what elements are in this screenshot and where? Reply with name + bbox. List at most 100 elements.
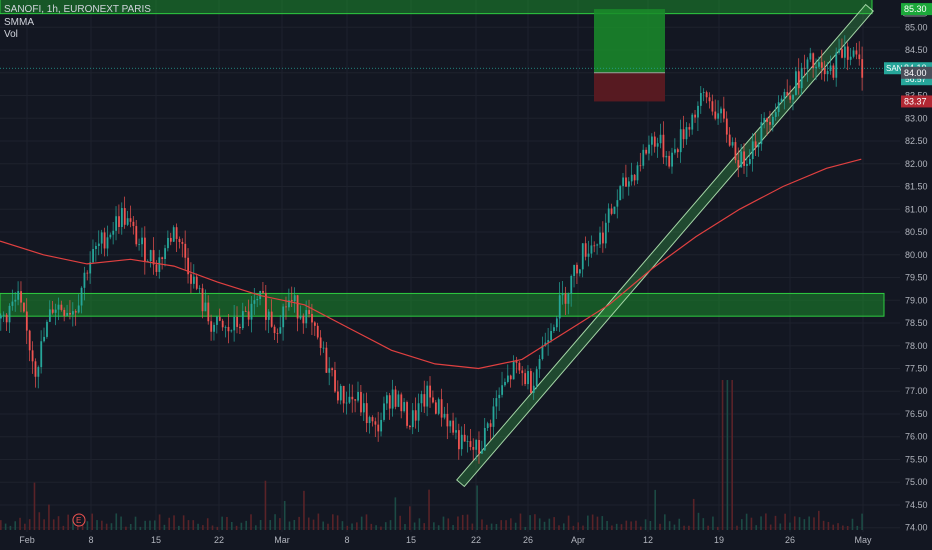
- volume-bar: [534, 514, 536, 530]
- stop-price-label-bg: [901, 95, 932, 108]
- candle-body: [679, 129, 682, 153]
- candle-body: [555, 318, 558, 328]
- candle-body: [250, 303, 253, 320]
- candle-body: [403, 402, 406, 412]
- symbol-title[interactable]: SANOFI, 1h, EURONEXT PARIS: [4, 4, 151, 15]
- volume-bar: [813, 517, 815, 530]
- indicator-volume[interactable]: Vol: [4, 29, 18, 40]
- volume-bar: [33, 482, 36, 530]
- y-tick-label: 78.00: [905, 341, 928, 351]
- candle-body: [420, 394, 423, 404]
- candle-body: [282, 306, 285, 328]
- target-price-label-bg: [901, 3, 932, 16]
- candle-body: [106, 237, 109, 249]
- candle-body: [472, 447, 475, 450]
- candle-body: [221, 320, 224, 328]
- candle-body: [449, 420, 452, 427]
- candle-body: [227, 326, 230, 332]
- candle-body: [357, 391, 359, 401]
- candle-body: [95, 245, 97, 250]
- candle-body: [247, 311, 250, 320]
- candle-body: [394, 389, 397, 407]
- candle-body: [409, 425, 411, 428]
- smma-line: [0, 158, 862, 370]
- candle-body: [351, 396, 354, 400]
- target-zone: [594, 9, 665, 73]
- candle-body: [241, 311, 244, 329]
- volume-bar: [793, 516, 796, 530]
- volume-bar: [312, 519, 315, 530]
- candle-body: [541, 345, 544, 359]
- y-tick-label: 80.00: [905, 250, 928, 260]
- volume-bar: [125, 526, 127, 530]
- volume-bar: [307, 517, 310, 530]
- volume-bar: [673, 524, 676, 530]
- time-axis[interactable]: Feb 8 15 22 Mar 8 15 22 26 Apr 12 19 26 May: [19, 535, 872, 545]
- candle-body: [720, 108, 722, 114]
- volume-bar: [702, 518, 705, 530]
- candle-body: [354, 399, 357, 401]
- candle-body: [426, 385, 429, 407]
- candle-body: [538, 358, 541, 370]
- candle-body: [184, 243, 187, 258]
- volume-bar: [48, 504, 50, 530]
- volume-bar: [322, 521, 324, 530]
- candle-body: [417, 403, 420, 421]
- candle-body: [253, 300, 256, 304]
- candle-body: [780, 98, 783, 103]
- candle-body: [627, 181, 630, 187]
- candle-body: [481, 450, 483, 454]
- volume-bar: [341, 521, 344, 530]
- candle-body: [725, 118, 728, 135]
- candle-body: [841, 49, 843, 58]
- volume-bar: [404, 524, 406, 530]
- candle-body: [109, 234, 112, 238]
- candle-body: [118, 216, 120, 227]
- volume-bar: [182, 515, 185, 530]
- volume-bar: [332, 514, 334, 530]
- volume-bar: [808, 516, 810, 530]
- candle-body: [524, 373, 527, 385]
- volume-bar: [279, 518, 281, 530]
- volume-bar: [620, 524, 623, 530]
- volume-bar: [519, 513, 522, 530]
- candle-body: [213, 324, 215, 332]
- price-axis[interactable]: 74.00 74.50 75.00 75.50 76.00 76.50 77.00 77.50…: [900, 0, 932, 550]
- entry-price-label-text: 84.00: [904, 68, 927, 78]
- volume-bar: [24, 523, 26, 530]
- candle-body: [210, 321, 213, 332]
- candle-body: [432, 397, 434, 403]
- candle-body: [619, 186, 622, 201]
- y-tick-label: 85.00: [905, 22, 928, 32]
- y-tick-label: 81.50: [905, 182, 928, 192]
- indicator-smma[interactable]: SMMA: [4, 16, 34, 28]
- candle-body: [2, 314, 5, 316]
- candle-body: [244, 311, 247, 312]
- candle-body: [397, 394, 400, 407]
- volume-bar: [423, 523, 426, 530]
- candle-body: [573, 264, 576, 276]
- candle-body: [11, 301, 14, 306]
- candle-body: [383, 403, 385, 420]
- candle-body: [625, 177, 627, 187]
- candle-body: [276, 333, 279, 334]
- volume-bar: [413, 522, 416, 530]
- volume-bar: [678, 518, 681, 530]
- volume-bar: [346, 525, 349, 530]
- candle-body: [676, 149, 679, 153]
- volume-bar: [57, 516, 60, 530]
- price-axis-bg: [900, 0, 932, 550]
- long-position-tool[interactable]: [594, 9, 665, 102]
- volume-bar: [264, 480, 267, 530]
- candle-body: [826, 71, 829, 75]
- target-price-label-text: 85.30: [904, 4, 927, 14]
- candle-body: [645, 149, 648, 154]
- candle-body: [760, 122, 763, 145]
- candle-body: [161, 257, 164, 260]
- candle-body: [446, 413, 449, 427]
- y-tick-label: 83.00: [905, 113, 928, 123]
- candle-body: [290, 300, 293, 302]
- volume-bar: [731, 380, 733, 530]
